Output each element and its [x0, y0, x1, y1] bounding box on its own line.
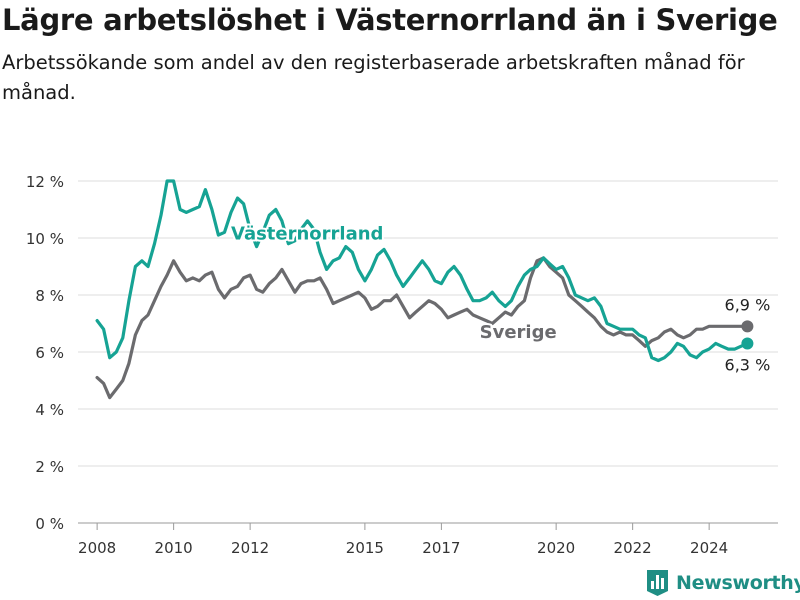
x-tick-label: 2010	[155, 539, 193, 557]
end-label-sverige: 6,9 %	[725, 295, 771, 314]
newsworthy-logo: Newsworthy	[645, 569, 800, 597]
end-label-vasternorrland: 6,3 %	[725, 355, 771, 374]
x-tick-label: 2020	[537, 539, 575, 557]
end-point-vasternorrland	[741, 337, 754, 350]
series-label-vasternorrland: Västernorrland	[231, 223, 383, 244]
y-tick-label: 10 %	[26, 230, 64, 248]
series-line-sverige	[95, 256, 749, 400]
bar-chart-logo-icon	[647, 570, 668, 596]
y-tick-label: 0 %	[35, 515, 64, 533]
chart-title: Lägre arbetslöshet i Västernorrland än i…	[2, 3, 778, 37]
series-line-vasternorrland	[95, 179, 749, 363]
chart-subtitle: Arbetssökande som andel av den registerb…	[2, 51, 745, 104]
series-lines	[95, 179, 754, 400]
y-tick-label: 2 %	[35, 458, 64, 476]
x-tick-label: 2024	[690, 539, 728, 557]
brand-name: Newsworthy	[676, 572, 800, 594]
y-tick-label: 6 %	[35, 344, 64, 362]
y-tick-label: 12 %	[26, 173, 64, 191]
y-tick-label: 4 %	[35, 401, 64, 419]
x-tick-label: 2012	[231, 539, 269, 557]
y-tick-label: 8 %	[35, 287, 64, 305]
x-tick-label: 2022	[614, 539, 652, 557]
data-labels: Västernorrland Sverige 6,9 % 6,3 %	[229, 221, 772, 376]
x-tick-label: 2015	[346, 539, 384, 557]
x-tick-label: 2008	[78, 539, 116, 557]
end-point-sverige	[741, 320, 754, 333]
x-tick-label: 2017	[422, 539, 460, 557]
gridlines	[78, 180, 778, 524]
axes: 0 % 2 % 4 % 6 % 8 % 10 % 12 % 2008 2010 2012 2015 2…	[26, 173, 728, 557]
series-label-sverige: Sverige	[480, 322, 557, 343]
